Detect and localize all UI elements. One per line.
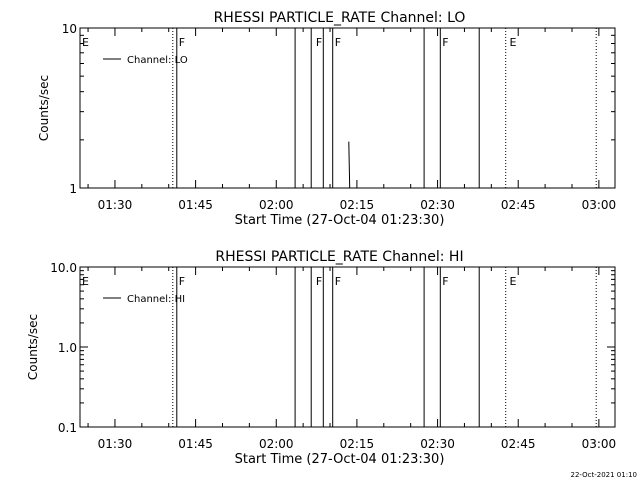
series-line-lo (348, 141, 351, 189)
x-tick-label: 01:45 (178, 198, 213, 212)
x-tick-label: 02:30 (420, 437, 455, 451)
event-marker-label: F (442, 36, 448, 49)
event-marker-label: E (82, 36, 89, 49)
event-marker-label: E (509, 275, 516, 288)
x-tick-label: 02:45 (501, 198, 536, 212)
panel-hi: RHESSI PARTICLE_RATE Channel: HI 0.1 1.0 10… (26, 249, 616, 467)
legend-label: Channel: LO (127, 55, 188, 66)
y-tick-label: 1.0 (58, 341, 77, 355)
event-marker-label: F (316, 36, 322, 49)
event-marker-label: F (335, 36, 341, 49)
event-marker-label: F (316, 275, 322, 288)
y-axis-label: Counts/sec (26, 314, 40, 380)
x-tick-label: 03:00 (582, 198, 617, 212)
chart-title: RHESSI PARTICLE_RATE Channel: LO (214, 10, 466, 26)
y-tick-label: 10 (62, 22, 77, 36)
x-tick-label: 01:30 (98, 198, 133, 212)
panel-lo: RHESSI PARTICLE_RATE Channel: LO 1 10 01:30… (37, 10, 616, 228)
y-tick-label: 1 (69, 182, 77, 196)
plot-frame (79, 27, 616, 189)
chart-title: RHESSI PARTICLE_RATE Channel: HI (215, 249, 463, 265)
event-marker-label: E (82, 275, 89, 288)
x-tick-label: 02:15 (340, 198, 375, 212)
legend-label: Channel: HI (127, 294, 185, 305)
x-tick-label: 02:15 (340, 437, 375, 451)
y-tick-label: 10.0 (50, 261, 77, 275)
event-marker-label: E (509, 36, 516, 49)
event-marker-label: F (335, 275, 341, 288)
x-axis-label: Start Time (27-Oct-04 01:23:30) (235, 213, 445, 228)
y-axis-label: Counts/sec (37, 75, 51, 141)
footer-timestamp: 22-Oct-2021 01:10 (571, 471, 637, 479)
y-tick-label: 0.1 (58, 421, 77, 435)
x-tick-label: 02:45 (501, 437, 536, 451)
event-marker-label: F (179, 275, 185, 288)
x-axis-label: Start Time (27-Oct-04 01:23:30) (235, 452, 445, 467)
x-tick-label: 02:30 (420, 198, 455, 212)
x-tick-label: 02:00 (259, 198, 294, 212)
x-tick-label: 01:30 (98, 437, 133, 451)
x-tick-label: 01:45 (178, 437, 213, 451)
event-marker-label: F (179, 36, 185, 49)
event-marker-label: F (442, 275, 448, 288)
x-tick-label: 03:00 (582, 437, 617, 451)
x-tick-label: 02:00 (259, 437, 294, 451)
